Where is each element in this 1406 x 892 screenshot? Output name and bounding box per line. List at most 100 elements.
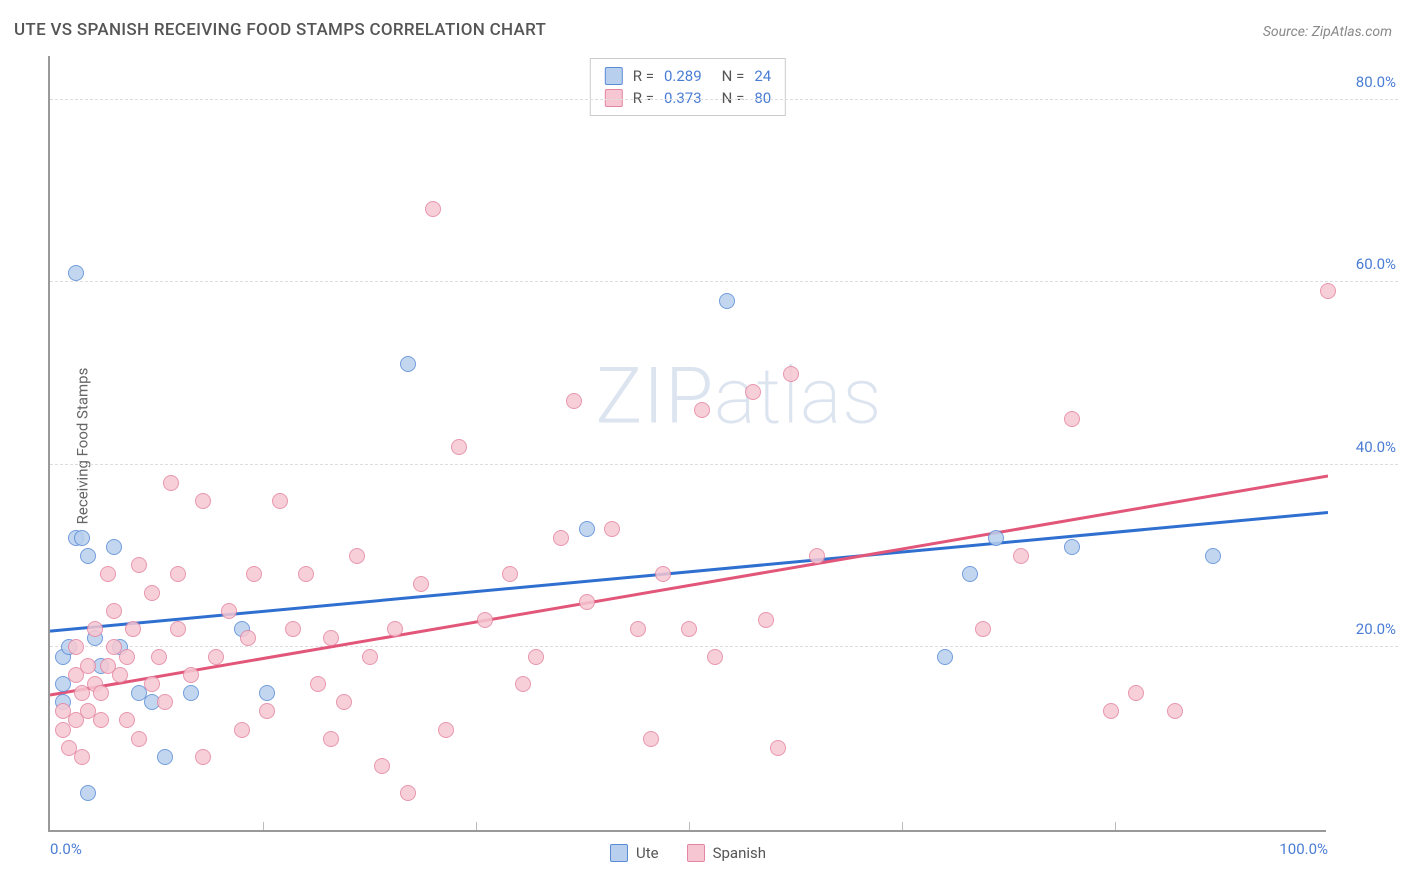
data-point-spanish: [310, 676, 326, 692]
x-tick-label: 100.0%: [1279, 840, 1328, 858]
data-point-spanish: [221, 603, 237, 619]
gridline-vertical: [476, 822, 477, 830]
series-legend-label: Ute: [636, 844, 659, 862]
data-point-spanish: [528, 649, 544, 665]
data-point-spanish: [451, 439, 467, 455]
data-point-spanish: [208, 649, 224, 665]
series-legend-item-spanish: Spanish: [687, 844, 766, 862]
data-point-spanish: [80, 658, 96, 674]
data-point-spanish: [74, 749, 90, 765]
data-point-ute: [106, 539, 122, 555]
series-legend-item-ute: Ute: [610, 844, 659, 862]
y-tick-label: 20.0%: [1356, 620, 1396, 638]
gridline-vertical: [689, 822, 690, 830]
data-point-spanish: [112, 667, 128, 683]
data-point-spanish: [425, 201, 441, 217]
data-point-spanish: [655, 566, 671, 582]
data-point-spanish: [93, 712, 109, 728]
data-point-spanish: [100, 566, 116, 582]
y-tick-label: 60.0%: [1356, 255, 1396, 273]
data-point-ute: [719, 293, 735, 309]
gridline-vertical: [1115, 822, 1116, 830]
data-point-ute: [80, 785, 96, 801]
legend-r-label: R =: [633, 67, 654, 85]
data-point-spanish: [323, 731, 339, 747]
gridline-horizontal: [50, 281, 1398, 282]
series-legend-label: Spanish: [713, 844, 766, 862]
data-point-spanish: [170, 566, 186, 582]
data-point-spanish: [131, 557, 147, 573]
data-point-ute: [988, 530, 1004, 546]
data-point-spanish: [1103, 703, 1119, 719]
legend-swatch: [605, 67, 623, 85]
data-point-spanish: [1128, 685, 1144, 701]
data-point-spanish: [362, 649, 378, 665]
data-point-spanish: [119, 649, 135, 665]
regression-line-ute: [50, 512, 1328, 631]
y-tick-label: 40.0%: [1356, 438, 1396, 456]
data-point-spanish: [758, 612, 774, 628]
legend-swatch: [687, 844, 705, 862]
data-point-spanish: [630, 621, 646, 637]
data-point-spanish: [131, 731, 147, 747]
data-point-spanish: [515, 676, 531, 692]
regression-line-spanish: [50, 476, 1328, 695]
data-point-spanish: [400, 785, 416, 801]
correlation-legend: R = 0.289N = 24R = 0.373N = 80: [590, 58, 786, 116]
data-point-ute: [937, 649, 953, 665]
gridline-horizontal: [50, 99, 1398, 100]
data-point-spanish: [502, 566, 518, 582]
data-point-spanish: [438, 722, 454, 738]
data-point-spanish: [374, 758, 390, 774]
data-point-spanish: [195, 749, 211, 765]
data-point-spanish: [259, 703, 275, 719]
data-point-ute: [259, 685, 275, 701]
data-point-spanish: [240, 630, 256, 646]
data-point-spanish: [1167, 703, 1183, 719]
scatter-plot-area: ZIPatlas R = 0.289N = 24R = 0.373N = 80 …: [48, 56, 1326, 832]
data-point-spanish: [681, 621, 697, 637]
legend-n-label: N =: [722, 67, 745, 85]
data-point-spanish: [745, 384, 761, 400]
data-point-spanish: [119, 712, 135, 728]
legend-n-value: 24: [754, 67, 771, 85]
data-point-spanish: [163, 475, 179, 491]
data-point-spanish: [183, 667, 199, 683]
data-point-spanish: [87, 621, 103, 637]
data-point-spanish: [1320, 283, 1336, 299]
data-point-spanish: [272, 493, 288, 509]
legend-r-value: 0.289: [664, 67, 702, 85]
data-point-spanish: [477, 612, 493, 628]
data-point-ute: [1064, 539, 1080, 555]
data-point-ute: [962, 566, 978, 582]
data-point-spanish: [387, 621, 403, 637]
data-point-spanish: [195, 493, 211, 509]
data-point-spanish: [68, 639, 84, 655]
data-point-spanish: [285, 621, 301, 637]
data-point-spanish: [157, 694, 173, 710]
data-point-spanish: [234, 722, 250, 738]
data-point-spanish: [106, 603, 122, 619]
data-point-spanish: [707, 649, 723, 665]
data-point-ute: [1205, 548, 1221, 564]
data-point-spanish: [1064, 411, 1080, 427]
data-point-ute: [68, 265, 84, 281]
data-point-spanish: [643, 731, 659, 747]
gridline-horizontal: [50, 646, 1398, 647]
data-point-spanish: [93, 685, 109, 701]
data-point-spanish: [566, 393, 582, 409]
data-point-spanish: [151, 649, 167, 665]
data-point-spanish: [694, 402, 710, 418]
data-point-spanish: [125, 621, 141, 637]
data-point-ute: [400, 356, 416, 372]
data-point-spanish: [553, 530, 569, 546]
data-point-spanish: [770, 740, 786, 756]
data-point-spanish: [336, 694, 352, 710]
data-point-ute: [80, 548, 96, 564]
data-point-ute: [157, 749, 173, 765]
chart-title: UTE VS SPANISH RECEIVING FOOD STAMPS COR…: [14, 20, 546, 40]
data-point-ute: [74, 530, 90, 546]
legend-swatch: [610, 844, 628, 862]
watermark: ZIPatlas: [596, 351, 883, 442]
x-tick-label: 0.0%: [50, 840, 82, 858]
